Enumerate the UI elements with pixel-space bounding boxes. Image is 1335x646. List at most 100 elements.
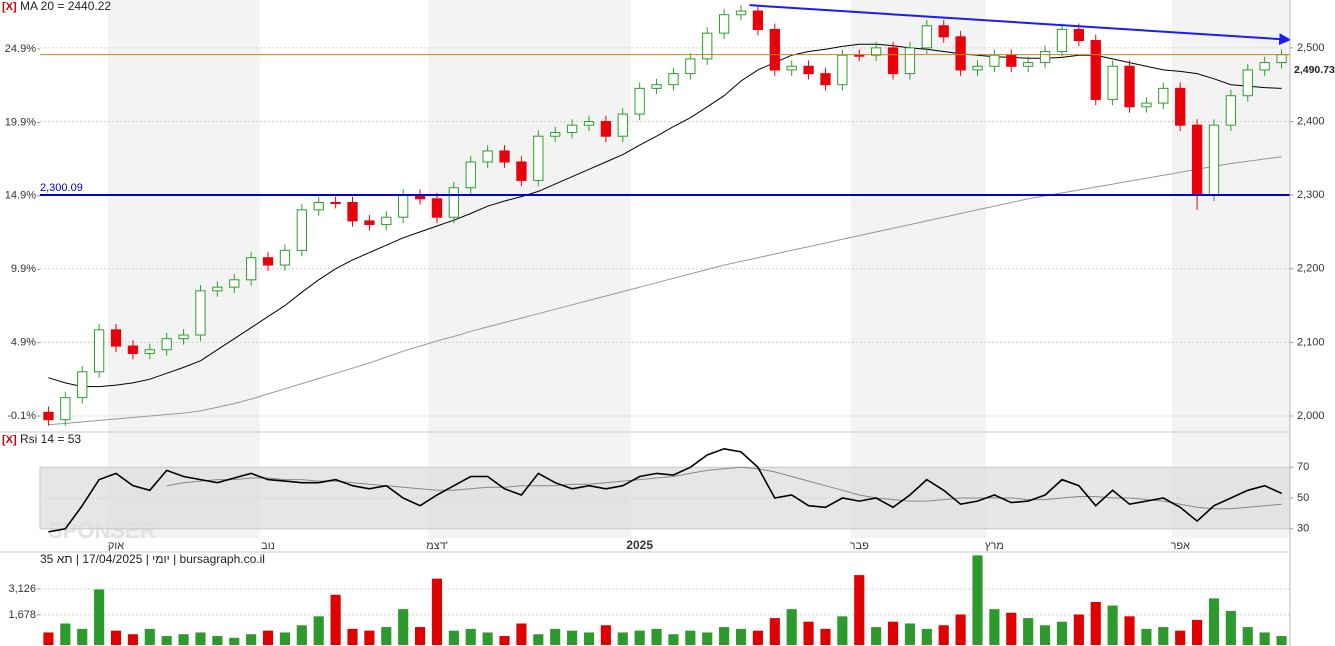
volume-bar	[634, 630, 645, 645]
volume-bar	[735, 628, 747, 645]
candle-body	[1208, 124, 1220, 196]
y-tick-label: 2,300	[1297, 189, 1325, 201]
candle-body	[465, 161, 476, 189]
volume-bar	[1090, 601, 1101, 645]
candle-body	[685, 58, 696, 75]
candle-body	[499, 150, 510, 163]
y-tick-label: 2,200	[1297, 263, 1325, 275]
candle-body	[887, 47, 899, 75]
volume-bar	[820, 628, 831, 645]
candle-body	[752, 10, 764, 30]
volume-bar	[398, 609, 409, 645]
pane-title: MA 20 = 2440.22	[20, 0, 111, 13]
indicator-line	[166, 466, 1282, 510]
x-tick-label: אפר	[1170, 540, 1190, 552]
x-tick-label: אוק	[108, 540, 124, 552]
volume-bar	[567, 630, 578, 645]
volume-bar	[448, 630, 459, 645]
volume-bar	[887, 621, 899, 645]
volume-bar	[1073, 614, 1084, 645]
candle-body	[1259, 62, 1270, 71]
line-label: 2,300.09	[40, 182, 83, 194]
candle-body	[1023, 62, 1034, 67]
candle-body	[702, 32, 713, 60]
candle-body	[60, 397, 71, 421]
candle-body	[482, 150, 493, 163]
volume-bar	[262, 630, 274, 645]
volume-bar	[854, 575, 865, 645]
candle-body	[1225, 95, 1237, 126]
candle-body	[904, 47, 916, 75]
y-tick-label: 70	[1297, 461, 1309, 473]
candle-body	[583, 120, 595, 126]
indicator-line	[48, 447, 1282, 533]
y-tick-label: 50	[1297, 492, 1309, 504]
candle-body	[972, 65, 983, 71]
volume-bar	[837, 616, 848, 645]
trend-line	[749, 4, 1292, 46]
candle-body	[161, 338, 172, 351]
volume-bar	[1225, 610, 1236, 645]
candle-body	[262, 257, 274, 266]
candle-body	[229, 279, 240, 288]
y-tick-label: 4.9%	[11, 337, 36, 349]
volume-bar	[431, 578, 443, 645]
volume-bar	[955, 614, 966, 645]
candle-body	[1124, 65, 1135, 108]
candle-body	[1191, 124, 1203, 196]
y-tick-label: 2,100	[1297, 336, 1325, 348]
candle-body	[330, 201, 341, 204]
y-tick-label: -0.1%	[7, 410, 36, 422]
labels-layer: אוק נוב דצמ' 2025 פבר מרץ אפר 2,000 2,100 2,200 2,…	[2, 0, 1335, 621]
candle-body	[921, 25, 932, 49]
volume-bar	[279, 632, 290, 645]
volume-bar	[1242, 627, 1253, 645]
candle-body	[837, 54, 848, 86]
pane-title: Rsi 14 = 53	[20, 432, 81, 446]
candle-body	[1107, 65, 1118, 100]
volume-bar	[195, 632, 206, 645]
y-tick-label: 2,400	[1297, 115, 1325, 127]
candle-body	[1039, 51, 1051, 64]
volume-bar	[719, 627, 730, 645]
candle-body	[1175, 87, 1186, 126]
candle-body	[127, 345, 139, 354]
volume-bar	[1175, 630, 1186, 645]
volume-bar	[482, 632, 493, 645]
volume-bar	[1006, 612, 1017, 645]
y-tick-label: 1,678	[8, 609, 36, 621]
candle-body	[989, 54, 1000, 67]
x-tick-label: מרץ	[985, 540, 1004, 552]
volume-bar	[1124, 616, 1135, 645]
volume-bar	[668, 634, 679, 645]
candle-body	[516, 161, 527, 181]
candle-body	[296, 209, 307, 251]
volume-bar	[313, 616, 324, 645]
candle-body	[854, 54, 865, 57]
candle-body	[364, 220, 375, 226]
volume-bar	[1040, 625, 1051, 645]
volume-bar	[330, 594, 341, 645]
moving-average-line	[48, 43, 1282, 388]
volume-bar	[1056, 621, 1068, 645]
x-tick-label: פבר	[850, 540, 869, 552]
candle-body	[668, 73, 679, 86]
candle-body	[718, 14, 730, 34]
x-tick-label: דצמ'	[426, 540, 448, 552]
volume-bar	[803, 621, 814, 645]
moving-average-line	[48, 156, 1282, 426]
volume-bar	[94, 589, 105, 645]
y-tick-label: 2,500	[1297, 42, 1325, 54]
x-tick-label: 2025	[626, 538, 653, 552]
candle-body	[313, 201, 324, 211]
volume-bar	[516, 623, 527, 645]
volume-bar	[499, 636, 510, 645]
volume-bar	[533, 634, 544, 645]
candle-body	[566, 124, 578, 134]
candle-body	[195, 290, 206, 336]
candle-body	[651, 84, 662, 89]
volume-bar	[364, 630, 375, 645]
volume-bar	[144, 628, 155, 645]
candle-body	[110, 329, 122, 347]
volume-bar	[296, 625, 307, 645]
